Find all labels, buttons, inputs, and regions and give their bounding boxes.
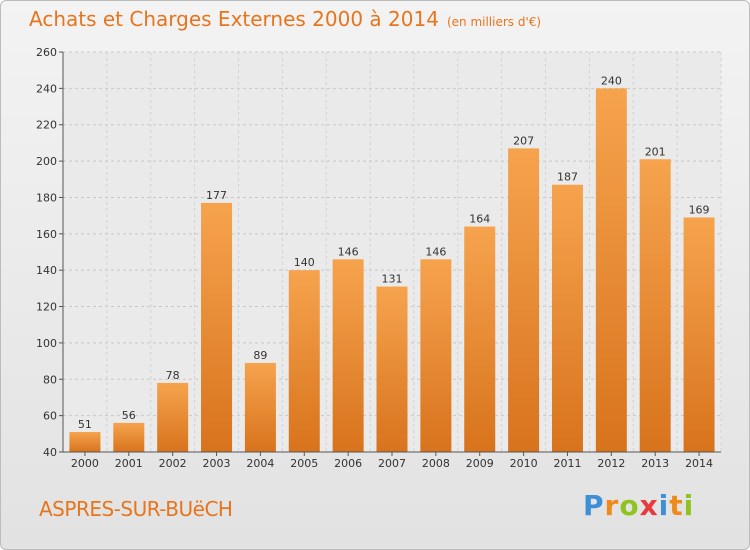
bar (551, 184, 583, 452)
bar (595, 88, 627, 452)
x-tick-label: 2008 (422, 457, 450, 470)
data-label: 207 (513, 134, 534, 147)
logo-letter: P (583, 489, 605, 522)
data-label: 187 (557, 171, 578, 184)
y-tick-label: 40 (43, 446, 57, 459)
y-tick-label: 160 (36, 228, 57, 241)
logo-letter: o (619, 489, 640, 522)
bar (332, 259, 364, 452)
x-tick-label: 2009 (466, 457, 494, 470)
x-tick-label: 2003 (203, 457, 231, 470)
data-label: 240 (601, 74, 622, 87)
y-tick-label: 100 (36, 337, 57, 350)
x-tick-label: 2012 (597, 457, 625, 470)
data-label: 56 (122, 409, 136, 422)
data-label: 169 (689, 203, 710, 216)
logo-letter: i (658, 489, 670, 522)
bar (201, 202, 233, 452)
data-label: 89 (253, 349, 267, 362)
data-label: 201 (645, 145, 666, 158)
y-tick-label: 60 (43, 410, 57, 423)
bar (420, 259, 452, 452)
logo-letter: r (604, 489, 620, 522)
chart-title-block: Achats et Charges Externes 2000 à 2014 (e… (29, 7, 541, 31)
data-label: 78 (166, 369, 180, 382)
chart-title: Achats et Charges Externes 2000 à 2014 (29, 7, 439, 31)
data-label: 146 (338, 245, 359, 258)
x-tick-label: 2002 (159, 457, 187, 470)
y-tick-label: 180 (36, 191, 57, 204)
bar (288, 270, 320, 452)
y-tick-label: 240 (36, 82, 57, 95)
logo-letter: t (669, 489, 684, 522)
proxiti-logo[interactable]: Proxiti (583, 489, 694, 522)
x-tick-label: 2011 (553, 457, 581, 470)
x-tick-label: 2001 (115, 457, 143, 470)
y-tick-label: 200 (36, 155, 57, 168)
logo-letter: i (683, 489, 695, 522)
bar (69, 432, 101, 452)
bar (244, 362, 276, 452)
bar (113, 422, 145, 452)
bar (464, 226, 496, 452)
y-tick-label: 260 (36, 46, 57, 59)
bar (508, 148, 540, 452)
x-tick-label: 2010 (510, 457, 538, 470)
x-tick-label: 2014 (685, 457, 713, 470)
bar (376, 286, 408, 452)
chart-subtitle: (en milliers d'€) (446, 15, 542, 29)
data-label: 131 (382, 273, 403, 286)
data-label: 164 (469, 213, 490, 226)
logo-letter: x (639, 489, 659, 522)
y-tick-label: 220 (36, 119, 57, 132)
x-tick-label: 2004 (246, 457, 274, 470)
bar (639, 159, 671, 453)
x-tick-label: 2007 (378, 457, 406, 470)
city-name: ASPRES-SUR-BUëCH (39, 497, 233, 521)
x-tick-label: 2006 (334, 457, 362, 470)
data-label: 177 (206, 189, 227, 202)
y-tick-label: 80 (43, 373, 57, 386)
x-tick-label: 2013 (641, 457, 669, 470)
bar (157, 382, 189, 452)
bar (683, 217, 715, 452)
x-tick-label: 2005 (290, 457, 318, 470)
y-tick-label: 120 (36, 301, 57, 314)
x-tick-label: 2000 (71, 457, 99, 470)
y-tick-label: 140 (36, 264, 57, 277)
data-label: 51 (78, 418, 92, 431)
data-label: 146 (425, 245, 446, 258)
data-label: 140 (294, 256, 315, 269)
